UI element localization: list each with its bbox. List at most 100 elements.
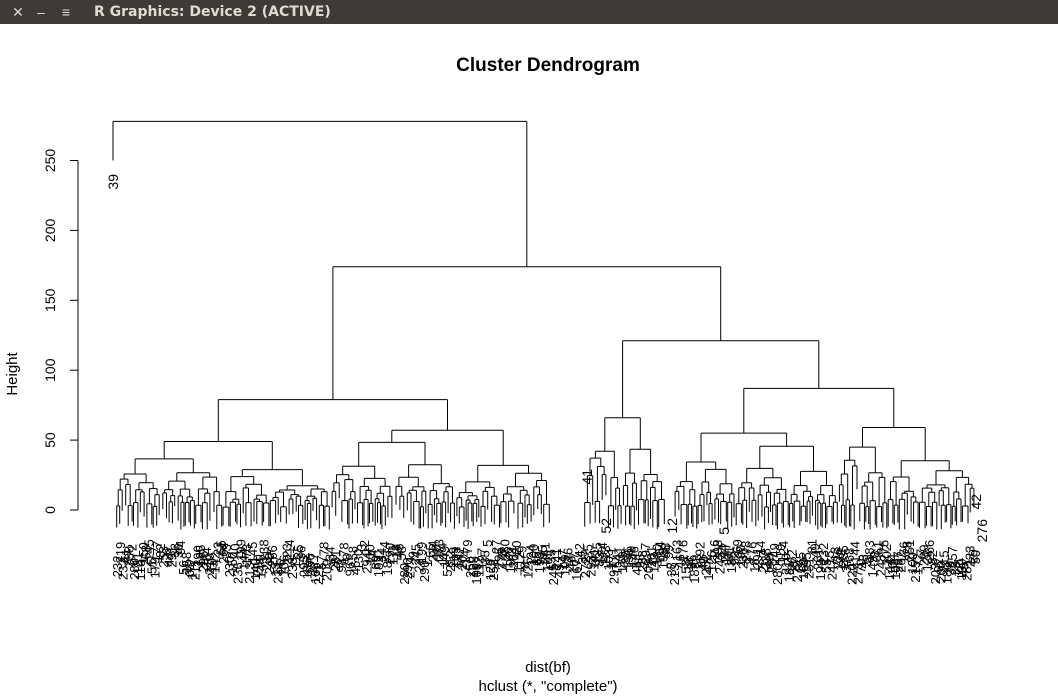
leaf-label: 40 (228, 544, 243, 558)
leaf-label: 257 (945, 546, 960, 568)
leaf-label: 215 (937, 550, 952, 572)
leaf-label: 165 (793, 552, 808, 574)
leaf-label: 195 (193, 545, 208, 567)
leaf-label: 93 (727, 551, 742, 565)
leaf-label: 281 (960, 559, 975, 581)
leaf-label: 238 (256, 539, 271, 561)
leaf-label: 284 (199, 547, 214, 569)
leaf-label: 264 (506, 547, 521, 569)
leaf-label: 18 (380, 561, 395, 575)
leaf-label: 29 (965, 549, 980, 563)
leaf-label: 126 (500, 547, 515, 569)
leaf-label: 210 (202, 553, 217, 575)
leaf-label: 258 (486, 559, 501, 581)
leaf-label: 293 (584, 555, 599, 577)
leaf-label: 180 (939, 563, 954, 585)
leaf-label: 166 (308, 562, 323, 584)
leaf-label: 11 (859, 552, 874, 566)
leaf-label: 103 (601, 549, 616, 571)
leaf-label: 125 (589, 542, 604, 564)
leaf-label: 57 (314, 555, 329, 569)
y-axis-label: Height (4, 351, 21, 395)
leaf-label: 15 (822, 551, 837, 565)
leaf-label: 6 (159, 548, 174, 555)
leaf-label: 70 (853, 559, 868, 573)
leaf-label: 232 (110, 556, 125, 578)
leaf-label: 243 (713, 552, 728, 574)
leaf-label: 116 (707, 540, 722, 561)
leaf-label: 113 (647, 552, 662, 573)
leaf-label: 74 (365, 550, 380, 564)
leaf-label: 261 (810, 548, 825, 570)
leaf-label: 69 (730, 539, 745, 553)
leaf-label: 190 (733, 545, 748, 567)
leaf-label: 36 (632, 554, 647, 568)
leaf-label: 49 (807, 543, 822, 557)
leaf-label: 261 (644, 546, 659, 568)
leaf-label: 147 (718, 543, 733, 565)
leaf-label: 83 (592, 552, 607, 566)
leaf-label: 260 (934, 561, 949, 583)
minimize-icon[interactable]: – (37, 4, 45, 20)
leaf-label: 297 (607, 562, 622, 584)
y-axis: 0 50 100 150 200 250 (42, 149, 79, 514)
leaf-label: 294 (360, 552, 375, 574)
leaf-label: 149 (762, 553, 777, 575)
leaf-label: 46 (673, 554, 688, 568)
leaf-label: 110 (363, 544, 378, 565)
leaf-label: 45 (391, 544, 406, 558)
leaf-label: 150 (136, 542, 151, 564)
leaf-label: 122 (919, 550, 934, 572)
leaf-label: 130 (954, 559, 969, 581)
leaf-label: 100 (526, 544, 541, 566)
leaf-label: 51 (144, 560, 159, 574)
leaf-label: 82 (153, 544, 168, 558)
leaf-label: 105 (541, 550, 556, 572)
leaf-label: 112 (472, 556, 487, 577)
leaf-label: 18 (747, 558, 762, 572)
leaf-label: 230 (222, 556, 237, 578)
leaf-label: 35 (575, 550, 590, 564)
leaf-label: 226 (830, 548, 845, 570)
leaf-label: 78 (340, 553, 355, 567)
leaf-label: 299 (917, 545, 932, 567)
leaf-label: 272 (578, 557, 593, 579)
leaf-label: 192 (833, 549, 848, 571)
leaf-label: 273 (431, 539, 446, 561)
leaf-label: 290 (383, 543, 398, 565)
dendrogram-tree (112, 120, 975, 530)
leaf-label: 291 (165, 546, 180, 568)
leaf-label: 53 (690, 554, 705, 568)
leaf-label: 137 (268, 555, 283, 577)
leaf-label: 291 (750, 547, 765, 569)
leaf-label: 20 (509, 541, 524, 555)
leaf-label-highlight: 41 (579, 469, 595, 485)
leaf-label: 250 (463, 556, 478, 578)
leaf-label: 49 (957, 562, 972, 576)
leaf-label: 41 (119, 549, 134, 563)
leaf-label: 26 (561, 548, 576, 562)
leaf-label: 23 (411, 558, 426, 572)
leaf-label: 182 (371, 556, 386, 578)
leaf-label: 232 (116, 558, 131, 580)
leaf-label: 93 (334, 558, 349, 572)
leaf-label: 280 (127, 558, 142, 580)
leaf-label: 38 (942, 561, 957, 575)
leaf-label: 78 (317, 542, 332, 556)
leaf-label: 9 (406, 551, 421, 558)
leaf-label: 280 (397, 563, 412, 585)
leaf-label: 176 (675, 540, 690, 562)
leaf-label: 235 (581, 544, 596, 566)
leaf-label: 192 (693, 542, 708, 564)
y-tick-label: 250 (42, 149, 58, 173)
leaf-label: 79 (460, 540, 475, 554)
leaf-label: 188 (466, 556, 481, 578)
leaf-label: 213 (242, 562, 257, 584)
leaf-label: 236 (231, 562, 246, 584)
leaf-label: 36 (294, 546, 309, 560)
leaf-label: 149 (437, 546, 452, 568)
close-icon[interactable]: ✕ (12, 4, 24, 20)
leaf-label: 147 (452, 546, 467, 568)
menu-icon[interactable]: ≡ (61, 4, 71, 20)
leaf-label: 295 (196, 551, 211, 573)
